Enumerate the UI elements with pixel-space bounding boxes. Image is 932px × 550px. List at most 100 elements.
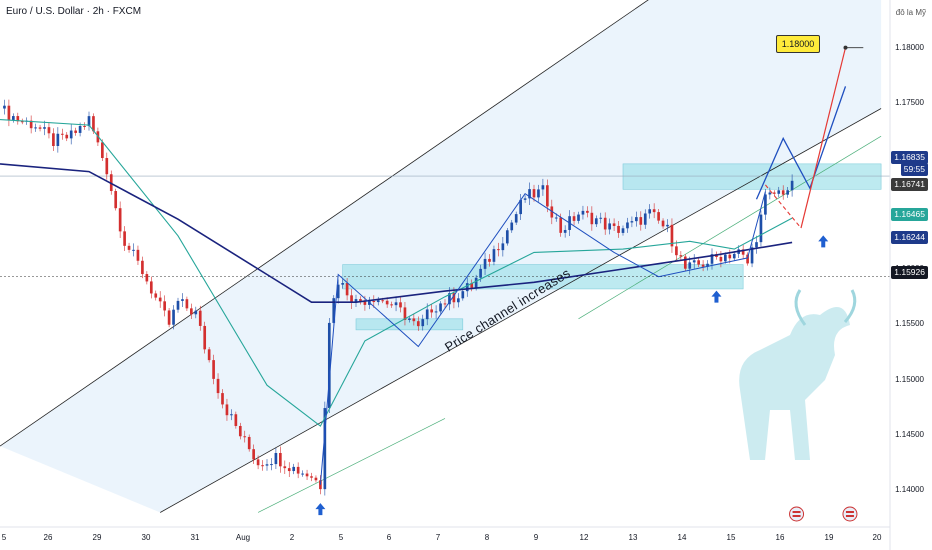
candle-body: [34, 127, 37, 129]
moving-average-ma_fast: [0, 119, 793, 427]
candle-body: [746, 254, 749, 264]
candle-body: [29, 120, 33, 129]
candle-body: [354, 299, 358, 303]
candle-body: [430, 309, 433, 313]
candle-body: [768, 192, 772, 195]
candle-body: [630, 221, 634, 223]
candle-body: [385, 300, 389, 305]
candle-body: [666, 224, 669, 227]
candle-body: [728, 254, 732, 259]
candle-body: [425, 309, 429, 320]
candle-body: [114, 191, 118, 209]
candle-body: [621, 228, 625, 233]
candle-body: [706, 263, 709, 267]
candle-body: [149, 281, 153, 294]
candle-body: [376, 300, 380, 303]
candle-body: [519, 199, 522, 215]
candle-body: [141, 260, 144, 275]
candle-body: [683, 256, 687, 269]
candle-body: [528, 189, 531, 199]
x-tick-label: 5: [338, 533, 344, 542]
candle-body: [421, 319, 425, 327]
candle-body: [461, 291, 465, 299]
channel-fill: [0, 0, 882, 513]
candle-body: [105, 158, 109, 175]
price-badge: 1.16741: [891, 178, 928, 191]
candle-body: [359, 299, 362, 302]
candle-body: [514, 214, 518, 223]
x-tick-label: 6: [386, 533, 392, 542]
candle-body: [439, 303, 442, 312]
candle-body: [523, 198, 527, 200]
candle-body: [688, 262, 692, 269]
channel-upper-line: [0, 0, 649, 447]
candle-body: [12, 116, 15, 120]
candle-body: [416, 321, 420, 327]
candle-body: [488, 258, 491, 262]
candle-body: [87, 116, 91, 127]
pattern-line: [319, 191, 766, 485]
candle-body: [172, 309, 175, 325]
candle-body: [323, 408, 327, 490]
candle-body: [603, 217, 607, 230]
candle-body: [7, 105, 11, 120]
x-tick-label: 8: [484, 533, 490, 542]
x-tick-label: 9: [533, 533, 539, 542]
flag-event-icon-2: [842, 506, 858, 522]
candle-body: [612, 223, 616, 226]
candle-body: [127, 245, 131, 250]
bull-illustration: [739, 307, 850, 460]
candle-body: [403, 307, 407, 320]
x-tick-label: 12: [579, 533, 589, 542]
candle-body: [3, 105, 6, 109]
candle-body: [755, 242, 758, 248]
candle-body: [350, 295, 353, 303]
candle-body: [176, 300, 180, 310]
chart-title: Euro / U.S. Dollar · 2h · FXCM: [6, 6, 142, 17]
candle-body: [497, 249, 500, 251]
candle-body: [586, 210, 589, 213]
candle-body: [572, 216, 576, 221]
candle-body: [69, 130, 73, 139]
candle-body: [479, 268, 482, 278]
candle-body: [594, 218, 598, 225]
candle-body: [697, 260, 700, 265]
candle-body: [786, 190, 789, 195]
candle-body: [221, 393, 224, 405]
candle-body: [764, 194, 767, 215]
candle-body: [372, 301, 376, 303]
candle-body: [626, 222, 629, 229]
candle-body: [554, 217, 558, 219]
currency-label: đô la Mỹ: [895, 8, 926, 17]
zone-box-1: [622, 163, 882, 190]
candle-body: [20, 121, 24, 123]
candle-body: [772, 192, 776, 194]
candle-body: [247, 436, 251, 450]
candle-body: [167, 310, 171, 325]
candle-body: [394, 302, 398, 306]
candle-body: [265, 464, 269, 466]
candle-body: [635, 217, 638, 222]
x-tick-label: 15: [726, 533, 736, 542]
candle-body: [781, 190, 785, 195]
candle-body: [732, 253, 736, 259]
y-tick-label: 1.15500: [895, 319, 924, 329]
candle-body: [163, 301, 166, 311]
candle-body: [541, 185, 545, 190]
candle-body: [230, 414, 233, 416]
candle-body: [657, 212, 660, 221]
projection-blue-path: [755, 86, 847, 200]
candle-body: [47, 127, 51, 134]
candle-body: [710, 254, 714, 264]
candle-body: [60, 133, 64, 135]
candle-body: [238, 425, 242, 437]
candle-body: [301, 473, 304, 475]
candle-body: [341, 283, 344, 285]
candle-body: [314, 477, 318, 481]
candle-body: [198, 310, 202, 326]
buy-arrow-icon-3: [818, 235, 829, 248]
candle-body: [65, 134, 69, 139]
candle-body: [546, 185, 549, 207]
flag-event-icon-1-stripe: [792, 511, 801, 513]
